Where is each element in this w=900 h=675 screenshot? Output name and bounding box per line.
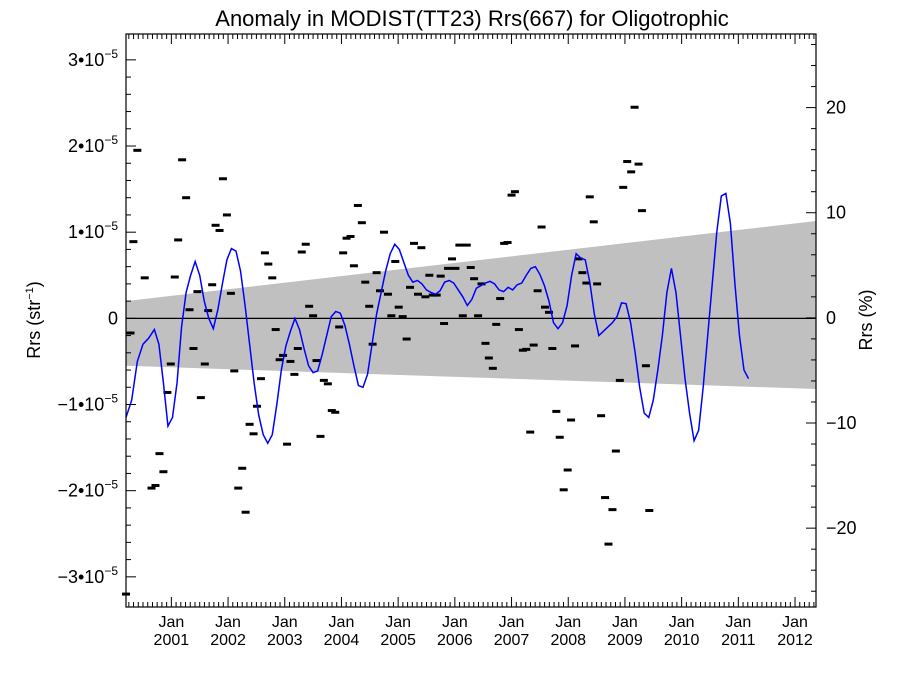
x-tick-month: Jan [385, 614, 411, 631]
left-tick-label: −1•10−5 [57, 392, 118, 415]
right-tick-label: 20 [826, 98, 846, 118]
left-axis-label: Rrs (str−1) [24, 281, 44, 359]
x-tick-year: 2009 [607, 632, 643, 649]
x-tick-year: 2006 [437, 632, 473, 649]
x-tick-year: 2001 [154, 632, 190, 649]
x-tick-month: Jan [555, 614, 581, 631]
right-tick-label: 10 [826, 203, 846, 223]
x-tick-month: Jan [669, 614, 695, 631]
left-tick-label: −2•10−5 [57, 478, 118, 501]
x-tick-month: Jan [782, 614, 808, 631]
left-tick-label: 0 [108, 308, 118, 328]
x-tick-month: Jan [215, 614, 241, 631]
left-axis: 3•10−5 2•10−5 1•10−5 0 −1•10−5 −2•10−5 −3•10−5 [57, 47, 136, 587]
x-tick-month: Jan [272, 614, 298, 631]
x-tick-year: 2012 [777, 632, 813, 649]
x-axis: Jan2001Jan2002Jan2003Jan2004Jan2005Jan20… [128, 34, 815, 649]
x-tick-year: 2003 [267, 632, 303, 649]
right-axis: 20 10 0 −10 −20 [806, 44, 857, 592]
anomaly-line [125, 192, 750, 445]
x-tick-year: 2002 [210, 632, 246, 649]
x-tick-month: Jan [442, 614, 468, 631]
x-tick-month: Jan [158, 614, 184, 631]
x-tick-month: Jan [329, 614, 355, 631]
x-tick-year: 2011 [721, 632, 756, 649]
uncertainty-envelope [126, 220, 816, 390]
x-tick-year: 2004 [324, 632, 360, 649]
x-tick-month: Jan [612, 614, 638, 631]
chart-title: Anomaly in MODIST(TT23) Rrs(667) for Oli… [215, 6, 728, 31]
plot-frame [125, 33, 817, 608]
x-tick-month: Jan [499, 614, 525, 631]
left-tick-label: −3•10−5 [57, 564, 118, 587]
plot-area [122, 33, 817, 608]
x-tick-month: Jan [725, 614, 751, 631]
scatter-points [122, 105, 654, 596]
left-tick-label: 2•10−5 [68, 133, 118, 156]
x-tick-year: 2007 [494, 632, 530, 649]
left-tick-label: 3•10−5 [68, 47, 118, 70]
x-tick-year: 2010 [664, 632, 700, 649]
left-tick-label: 1•10−5 [68, 219, 118, 242]
right-tick-label: −20 [826, 518, 857, 538]
right-tick-label: 0 [826, 308, 836, 328]
x-tick-year: 2008 [550, 632, 586, 649]
right-tick-label: −10 [826, 413, 857, 433]
right-axis-label: Rrs (%) [856, 290, 876, 351]
x-tick-year: 2005 [380, 632, 416, 649]
